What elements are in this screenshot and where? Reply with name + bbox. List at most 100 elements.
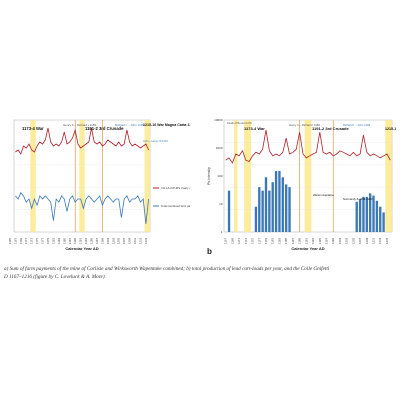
chart-a-panel: 1165 1167 1169 1171 1173 1175 1177 1179 1181 1183… [0,112,190,258]
lead-bar [284,184,288,232]
x-tick-label: 1203 [345,237,349,244]
x-tick-label: 1213 [378,237,382,244]
x-axis-title: Calendar Year AD [65,246,98,251]
x-tick-label: 1209 [128,237,132,244]
x-tick-label: 1203 [111,237,115,244]
lead-bar [258,187,261,232]
shaded-year-band [82,120,85,232]
y-tick-label: 10000 [214,118,223,122]
figure-caption: a) Sum of farm payments of the mine of C… [0,266,400,281]
x-tick-label: 1207 [122,237,126,244]
lead-bar [358,199,362,232]
x-tick-label: 1179 [46,238,50,244]
lead-bar [268,190,271,232]
y-tick-label: 1000 [216,146,223,150]
x-tick-label: 1201 [338,237,342,244]
lead-bar [278,171,281,232]
x-tick-label: 1211 [372,238,376,244]
lead-bar [379,206,382,232]
x-tick-label: 1173 [244,238,248,244]
panel-b-label: b [207,247,212,256]
x-tick-label: 1195 [318,238,322,244]
lead-bar [227,190,231,232]
lead-bar [382,212,385,232]
x-tick-label: 1185 [284,238,288,244]
x-axis-title: Calendar Year AD [291,246,324,251]
x-tick-label: 1191 [304,238,308,244]
x-tick-label: 1197 [95,238,99,244]
shaded-year-band [144,120,148,232]
x-tick-label: 1215 [144,237,148,244]
y-tick-label: 100 [217,174,222,178]
y-axis-title: Pb Intensity [207,167,211,185]
x-tick-label: 1201 [106,237,110,244]
x-tick-label: 1185 [62,238,66,244]
x-tick-label: 1195 [90,238,94,244]
chart-a-svg: 1165 1167 1169 1171 1173 1175 1177 1179 1181 1183… [8,119,190,251]
x-tick-label: 1193 [311,238,315,244]
lead-bar [368,193,372,232]
y-tick-label: 1 [221,230,223,234]
event-annotation: 1215-16 War Magna Carta 1215 [143,123,190,127]
x-tick-label: 1189 [298,238,302,244]
lead-bar [362,196,365,232]
x-tick-label: 1187 [68,238,72,244]
pb-intensity-line [15,127,149,155]
shaded-year-band [385,120,389,232]
legend-entry: CG LA-ICP-MS Yearly mean Pb Intensity (L… [161,186,190,190]
y-tick-label: 10 [219,202,223,206]
x-tick-label: 1183 [57,238,61,244]
lead-bar [261,190,264,232]
legend-entry: Total combined farm payments for Carlisl… [161,204,190,208]
x-tick-label: 1181 [271,238,275,244]
event-annotation: 1191-2 3rd Crusade [312,126,349,131]
x-tick-label: 1177 [41,238,45,244]
event-annotation: Henry II – Richard I 1189 [63,123,96,127]
shaded-year-band [147,120,150,232]
event-annotation: John – Henry III 1216 [143,139,168,143]
x-tick-label: 1167 [224,238,228,244]
x-tick-label: 1179 [264,238,268,244]
x-tick-label: 1175 [251,238,255,244]
x-tick-label: 1167 [13,238,17,244]
lead-bar [281,177,284,232]
x-tick-label: 1199 [100,238,104,244]
shaded-year-band [30,120,34,232]
x-tick-label: 1183 [277,238,281,244]
x-tick-label: 1207 [358,237,362,244]
shaded-year-band [234,120,238,232]
x-tick-label: 1205 [117,237,121,244]
farm-payments-line [225,129,391,164]
x-tick-label: 1171 [24,238,28,244]
lead-bar [375,200,379,232]
shaded-year-band [244,120,248,232]
farm-payments-line [15,192,149,224]
chart-b-panel: 1167 1169 1171 1173 1175 1177 1179 1181 1183 1185… [206,112,396,258]
event-annotation: Warsin Aquitaine [313,193,334,197]
x-tick-label: 1177 [257,238,261,244]
x-tick-label: 1165 [8,238,12,244]
lead-bar [254,206,258,232]
shaded-year-band [33,120,36,232]
x-tick-label: 1191 [79,238,83,244]
event-annotation: Henry II – Richard I 1189 [289,123,320,127]
x-tick-label: 1197 [325,238,329,244]
event-annotation: Richard I – John 1199 [343,123,371,127]
shaded-year-band [308,120,312,232]
lead-bar [271,182,274,232]
x-tick-label: 1173 [30,238,34,244]
x-tick-label: 1213 [139,237,143,244]
event-annotation: Normandy & 1194-1203 [343,197,373,201]
shaded-year-band [247,120,251,232]
lead-bar [264,177,268,232]
event-annotation: Death of Becket 1170 [227,121,252,125]
lead-bar [355,201,358,232]
x-tick-label: 1187 [291,238,295,244]
chart-b-svg: 1167 1169 1171 1173 1175 1177 1179 1181 1183 1185… [207,118,396,251]
x-tick-label: 1171 [237,238,241,244]
x-tick-label: 1193 [84,238,88,244]
x-tick-label: 1169 [230,238,234,244]
event-annotation: 1215-16 War, Magna [385,127,396,131]
caption-line-2: D 1167–1216 (figure by C. Loveluck & A. … [4,273,106,280]
x-tick-label: 1209 [365,237,369,244]
